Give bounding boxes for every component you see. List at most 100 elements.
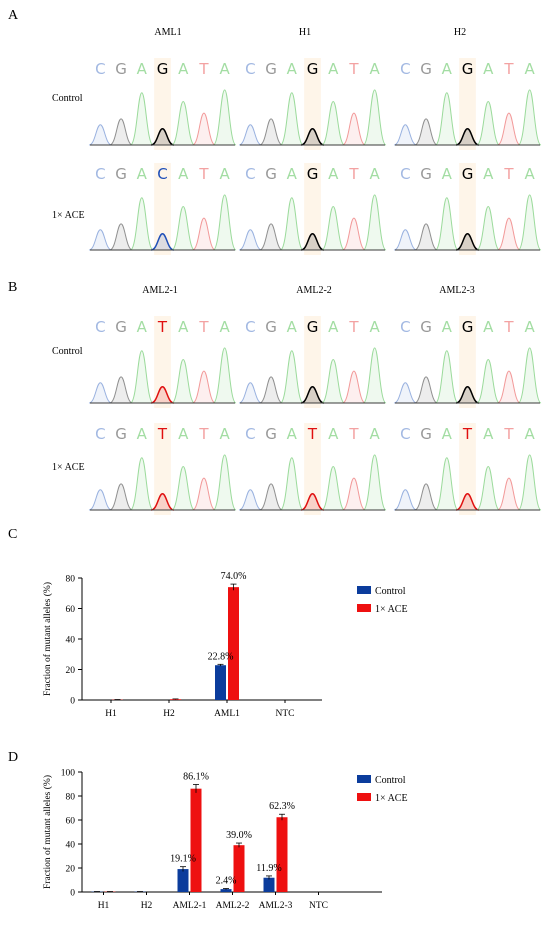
x-tick-label: NTC [276,709,295,719]
peak [260,224,283,250]
peak [363,195,386,250]
base-call: A [178,60,189,78]
peak [280,351,303,403]
base-call: G [307,318,319,336]
peak [239,490,262,510]
y-tick-label: 40 [66,841,76,851]
base-call: G [307,165,319,183]
base-call: C [95,318,105,336]
base-call: C [400,425,410,443]
base-call: T [503,165,514,183]
base-call: C [400,60,410,78]
bar-chart-d: Fraction of mutant alleles (%)0204060801… [0,752,550,932]
peak [110,484,133,510]
base-call: G [115,425,127,443]
peak [322,360,345,404]
y-axis-label: Fraction of mutant alleles (%) [42,582,53,696]
base-call: C [95,60,105,78]
base-call: C [400,318,410,336]
peak [498,371,521,403]
peak [363,348,386,403]
base-call: A [525,318,536,336]
legend-swatch [357,793,371,801]
peak [498,113,521,145]
data-label: 62.3% [269,801,295,812]
base-call: G [265,165,277,183]
base-call: T [157,318,168,336]
peak [89,230,112,250]
base-call: A [220,425,231,443]
base-call: A [328,165,339,183]
base-call: A [370,165,381,183]
base-call: G [265,60,277,78]
x-tick-label: H2 [141,901,153,911]
peak [213,455,236,510]
peak [280,93,303,145]
base-call: T [348,425,359,443]
base-call: T [198,318,209,336]
peak [213,348,236,403]
bar-0-4 [264,878,275,892]
base-call: A [370,318,381,336]
panel-c-letter: C [8,527,17,543]
x-tick-label: H1 [98,901,110,911]
base-call: A [328,60,339,78]
bar-1-2 [191,789,202,892]
peak [518,348,541,403]
base-call: G [420,425,432,443]
base-call: T [462,425,473,443]
y-tick-label: 40 [66,636,76,646]
base-call: G [462,60,474,78]
legend-swatch [357,604,371,612]
peak [518,90,541,145]
peak [130,198,153,250]
peak [193,218,216,250]
base-call: C [95,165,105,183]
peak [477,467,500,511]
legend-swatch [357,775,371,783]
peak [435,93,458,145]
peak [498,478,521,510]
base-call: A [442,165,453,183]
y-tick-label: 20 [66,865,76,875]
peak [477,207,500,251]
peak [260,377,283,403]
peak [477,360,500,404]
base-call: T [348,60,359,78]
peak [435,351,458,403]
base-call: T [503,425,514,443]
data-label: 2.4% [216,876,237,887]
peak [415,484,438,510]
base-call: A [483,318,494,336]
base-call: G [420,165,432,183]
peak [363,90,386,145]
peak [213,195,236,250]
base-call: A [178,425,189,443]
peak [363,455,386,510]
peak [89,490,112,510]
peak [172,207,195,251]
legend-label: Control [375,775,406,786]
data-label: 22.8% [208,651,234,662]
base-call: A [137,318,148,336]
bar-1-4 [277,817,288,892]
peak [477,102,500,146]
base-call: C [400,165,410,183]
base-call: T [198,165,209,183]
base-call: G [462,318,474,336]
base-call: A [137,60,148,78]
base-call: A [370,425,381,443]
base-call: C [95,425,105,443]
x-tick-label: AML2-1 [173,901,207,911]
peak [343,478,366,510]
base-call: G [265,425,277,443]
peak [394,230,417,250]
